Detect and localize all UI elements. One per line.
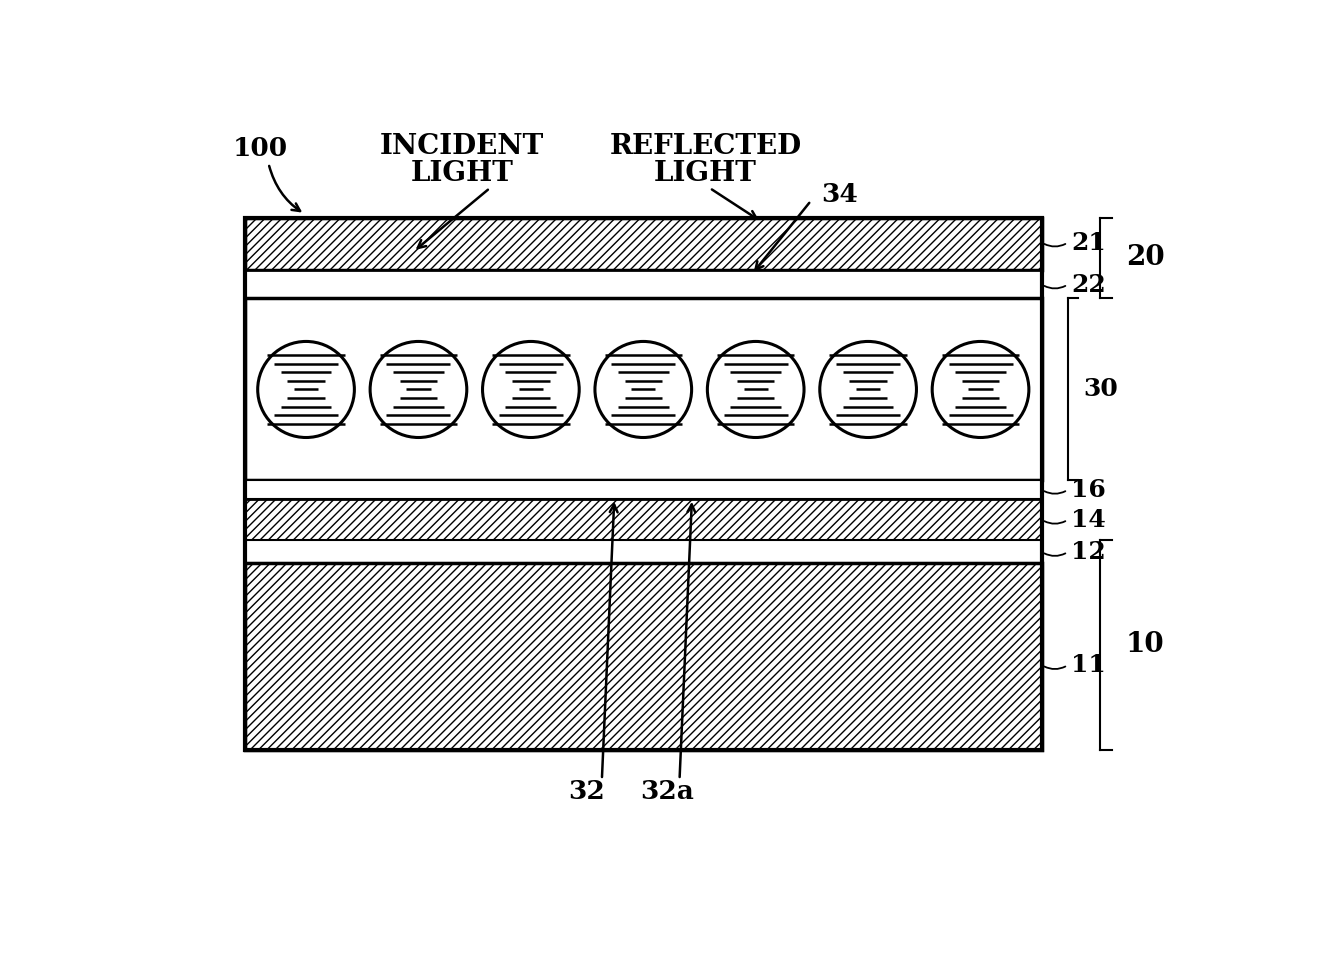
Text: 30: 30: [1083, 378, 1118, 402]
Text: 34: 34: [822, 182, 858, 207]
Text: LIGHT: LIGHT: [653, 161, 758, 187]
Text: INCIDENT: INCIDENT: [379, 133, 544, 161]
Ellipse shape: [258, 342, 354, 438]
Bar: [244, 298, 1042, 480]
Text: 22: 22: [1071, 272, 1106, 297]
Bar: [244, 540, 1042, 562]
Bar: [244, 499, 1042, 540]
Bar: [244, 218, 1042, 270]
Ellipse shape: [820, 342, 916, 438]
Bar: [244, 270, 1042, 298]
Ellipse shape: [595, 342, 692, 438]
Text: REFLECTED: REFLECTED: [609, 133, 802, 161]
Ellipse shape: [933, 342, 1029, 438]
Text: LIGHT: LIGHT: [410, 161, 513, 187]
Text: 32a: 32a: [640, 778, 693, 804]
Text: 32: 32: [568, 778, 605, 804]
Text: 14: 14: [1071, 508, 1106, 532]
Bar: [244, 562, 1042, 750]
Text: 20: 20: [1126, 244, 1165, 271]
Text: 10: 10: [1126, 631, 1165, 659]
Text: 100: 100: [232, 135, 287, 161]
Bar: [244, 218, 1042, 750]
Bar: [244, 480, 1042, 499]
Ellipse shape: [482, 342, 580, 438]
Ellipse shape: [370, 342, 466, 438]
Text: 16: 16: [1071, 478, 1106, 502]
Text: 11: 11: [1071, 653, 1106, 677]
Text: 12: 12: [1071, 540, 1106, 564]
Text: 21: 21: [1071, 231, 1106, 255]
Ellipse shape: [707, 342, 804, 438]
